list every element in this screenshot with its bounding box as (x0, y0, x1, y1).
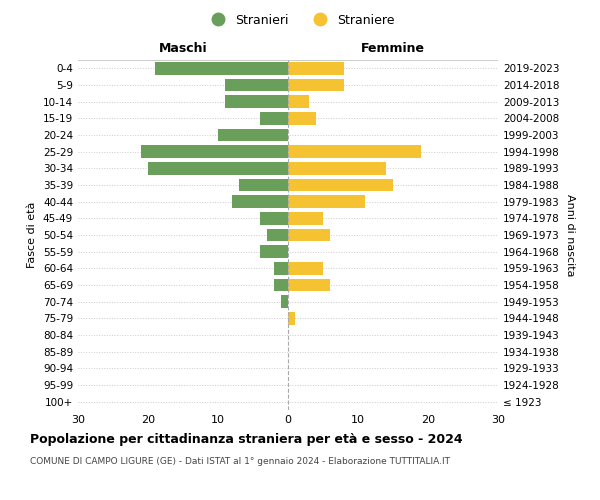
Bar (239, 179, 288, 192)
Bar (225, 79, 288, 92)
Bar (288, 96, 309, 108)
Bar (288, 146, 421, 158)
Bar (274, 262, 288, 274)
Bar (148, 162, 288, 174)
Bar (274, 279, 288, 291)
Bar (288, 79, 344, 92)
Bar (288, 112, 316, 124)
Bar (260, 246, 288, 258)
Y-axis label: Fasce di età: Fasce di età (28, 202, 37, 268)
Bar (288, 196, 365, 208)
Bar (288, 229, 330, 241)
Bar (260, 212, 288, 224)
Text: Femmine: Femmine (361, 42, 425, 55)
Bar (232, 196, 288, 208)
Text: Popolazione per cittadinanza straniera per età e sesso - 2024: Popolazione per cittadinanza straniera p… (30, 432, 463, 446)
Bar (260, 112, 288, 124)
Bar (288, 179, 393, 192)
Bar (288, 212, 323, 224)
Legend: Stranieri, Straniere: Stranieri, Straniere (200, 8, 400, 32)
Bar (288, 279, 330, 291)
Bar (141, 146, 288, 158)
Text: COMUNE DI CAMPO LIGURE (GE) - Dati ISTAT al 1° gennaio 2024 - Elaborazione TUTTI: COMUNE DI CAMPO LIGURE (GE) - Dati ISTAT… (30, 458, 450, 466)
Bar (288, 312, 295, 324)
Bar (225, 96, 288, 108)
Bar (267, 229, 288, 241)
Bar (288, 262, 323, 274)
Bar (288, 62, 344, 74)
Text: Maschi: Maschi (158, 42, 208, 55)
Bar (155, 62, 288, 74)
Bar (288, 162, 386, 174)
Bar (281, 296, 288, 308)
Y-axis label: Anni di nascita: Anni di nascita (565, 194, 575, 276)
Bar (218, 129, 288, 141)
